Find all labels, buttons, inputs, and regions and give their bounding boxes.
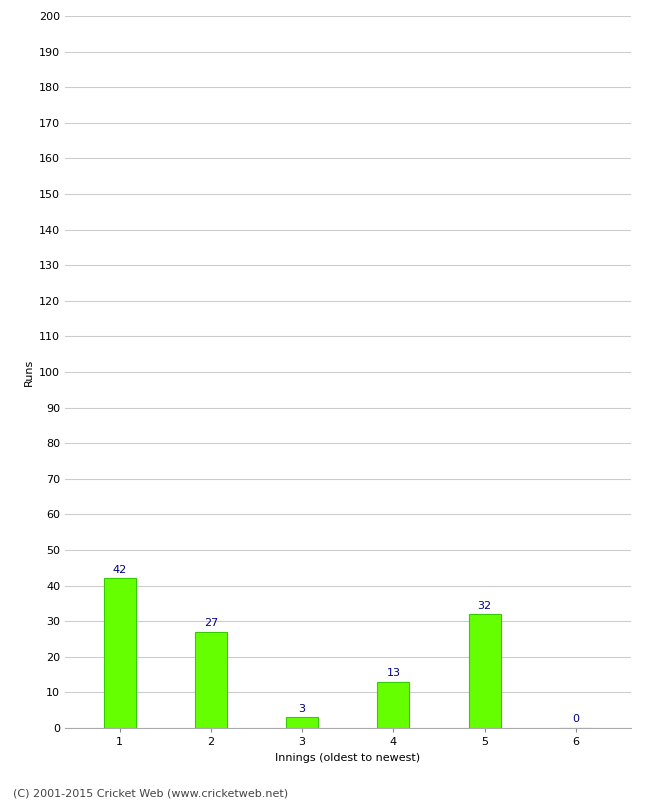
Bar: [104, 578, 136, 728]
Bar: [378, 682, 410, 728]
Bar: [469, 614, 500, 728]
Text: 3: 3: [298, 704, 306, 714]
Y-axis label: Runs: Runs: [23, 358, 33, 386]
X-axis label: Innings (oldest to newest): Innings (oldest to newest): [275, 753, 421, 762]
Text: (C) 2001-2015 Cricket Web (www.cricketweb.net): (C) 2001-2015 Cricket Web (www.cricketwe…: [13, 788, 288, 798]
Text: 42: 42: [112, 565, 127, 575]
Text: 13: 13: [386, 668, 400, 678]
Text: 0: 0: [572, 714, 579, 725]
Bar: [286, 718, 318, 728]
Text: 32: 32: [478, 601, 491, 610]
Text: 27: 27: [204, 618, 218, 628]
Bar: [195, 632, 227, 728]
